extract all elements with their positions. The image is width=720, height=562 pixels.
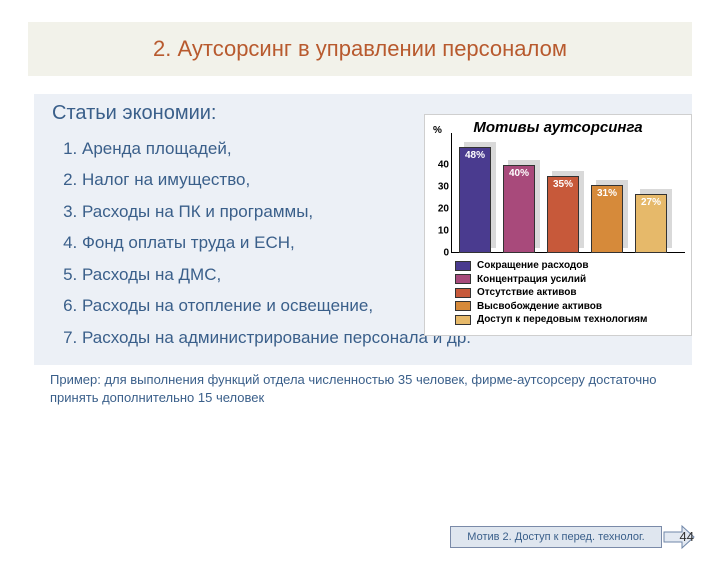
footer: Мотив 2. Доступ к перед. технолог. 44 — [0, 520, 720, 548]
legend-row: Концентрация усилий — [455, 273, 647, 287]
bar-value-label: 27% — [636, 197, 666, 208]
legend-row: Доступ к передовым технологиям — [455, 313, 647, 327]
bar-rect: 40% — [503, 165, 535, 253]
bar-rect: 35% — [547, 176, 579, 253]
slide-title: 2. Аутсорсинг в управлении персоналом — [38, 36, 682, 62]
legend-row: Сокращение расходов — [455, 259, 647, 273]
legend-swatch — [455, 274, 471, 284]
chart-title: Мотивы аутсорсинга — [425, 119, 691, 136]
legend-swatch — [455, 301, 471, 311]
chart-panel: Мотивы аутсорсинга % 010203040 48%40%35%… — [424, 114, 692, 336]
legend-swatch — [455, 315, 471, 325]
y-tick-label: 10 — [429, 226, 449, 237]
y-axis: 010203040 — [429, 133, 449, 253]
y-axis-line — [451, 133, 452, 253]
motive-caption-box: Мотив 2. Доступ к перед. технолог. — [450, 526, 662, 548]
legend-swatch — [455, 288, 471, 298]
legend-swatch — [455, 261, 471, 271]
y-tick-label: 0 — [429, 248, 449, 259]
legend-label: Доступ к передовым технологиям — [477, 313, 647, 327]
legend-row: Высвобождение активов — [455, 300, 647, 314]
bar: 27% — [635, 194, 667, 253]
bar-rect: 31% — [591, 185, 623, 253]
bar-value-label: 40% — [504, 168, 534, 179]
motive-caption: Мотив 2. Доступ к перед. технолог. — [467, 531, 644, 543]
bar-rect: 27% — [635, 194, 667, 253]
legend: Сокращение расходовКонцентрация усилийОт… — [455, 259, 647, 327]
y-tick-label: 20 — [429, 204, 449, 215]
bars-container: 48% 40% 35% 31% 27% — [459, 143, 667, 253]
bar-value-label: 31% — [592, 188, 622, 199]
chart-plot: % 010203040 48%40%35%31%27% — [453, 143, 685, 253]
example-note: Пример: для выполнения функций отдела чи… — [50, 371, 680, 406]
bar: 40% — [503, 165, 535, 253]
bar: 48% — [459, 147, 491, 253]
y-tick-label: 40 — [429, 160, 449, 171]
page-number: 44 — [680, 529, 694, 544]
bar-rect: 48% — [459, 147, 491, 253]
legend-label: Высвобождение активов — [477, 300, 602, 314]
bar: 31% — [591, 185, 623, 253]
bar-value-label: 48% — [460, 150, 490, 161]
bar: 35% — [547, 176, 579, 253]
bar-value-label: 35% — [548, 179, 578, 190]
legend-row: Отсутствие активов — [455, 286, 647, 300]
y-tick-label: 30 — [429, 182, 449, 193]
legend-label: Сокращение расходов — [477, 259, 589, 273]
legend-label: Концентрация усилий — [477, 273, 586, 287]
title-band: 2. Аутсорсинг в управлении персоналом — [28, 22, 692, 76]
legend-label: Отсутствие активов — [477, 286, 577, 300]
